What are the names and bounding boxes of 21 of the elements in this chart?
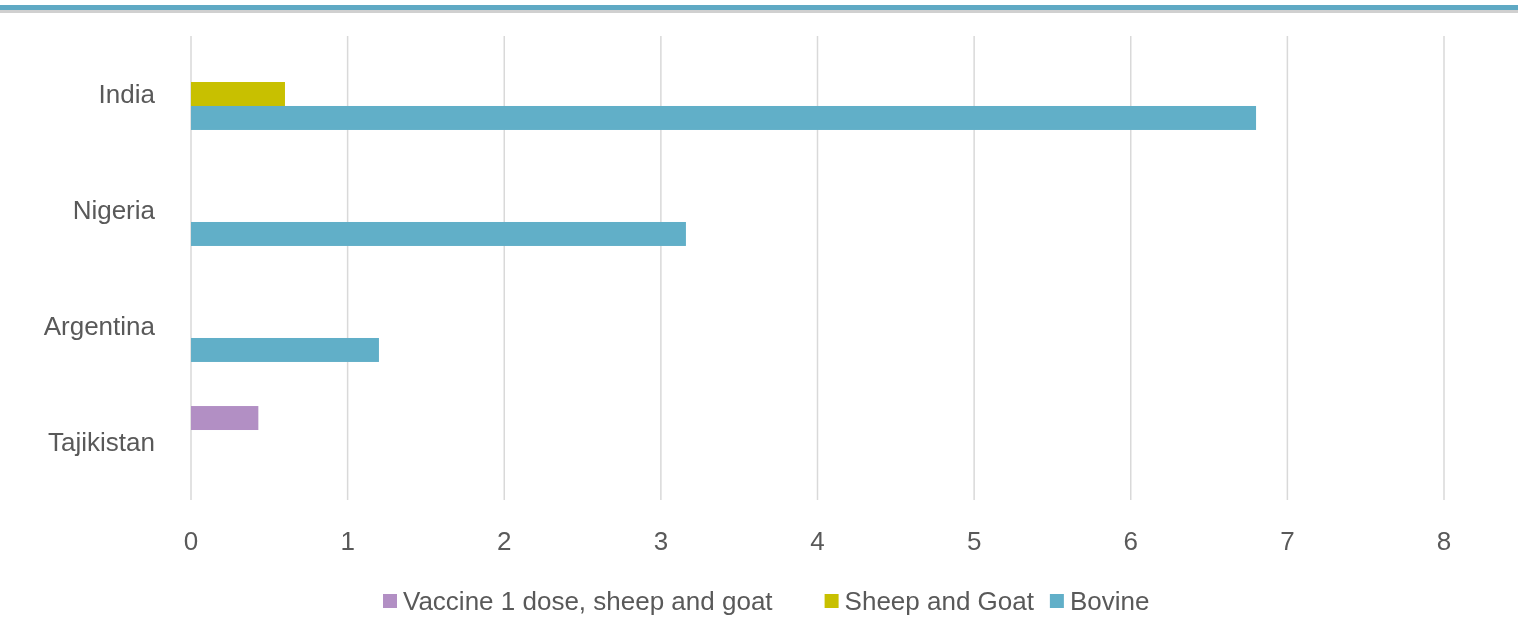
x-tick-label: 6 [1123, 526, 1138, 556]
bar [191, 221, 686, 246]
y-tick-label: Tajikistan [48, 427, 155, 458]
x-tick-label: 0 [183, 526, 199, 556]
bar [191, 82, 285, 106]
x-tick-label: 2 [497, 526, 512, 556]
legend-label: Sheep and Goat [844, 586, 1035, 617]
x-tick-label: 8 [1436, 526, 1452, 556]
legend-label: Vaccine 1 dose, sheep and goat [403, 586, 774, 617]
bar [191, 406, 259, 431]
x-tick-label: 1 [340, 526, 355, 556]
y-tick-label: Nigeria [72, 195, 156, 226]
x-tick-label: 7 [1280, 526, 1295, 556]
x-tick-label: 4 [810, 526, 825, 556]
y-tick-label: India [98, 79, 156, 110]
x-tick-label: 3 [653, 526, 669, 556]
bar [191, 105, 1257, 130]
bar [191, 337, 379, 362]
x-tick-label: 5 [966, 526, 982, 556]
y-tick-label: Argentina [43, 311, 156, 342]
legend-label: Bovine [1069, 586, 1150, 617]
